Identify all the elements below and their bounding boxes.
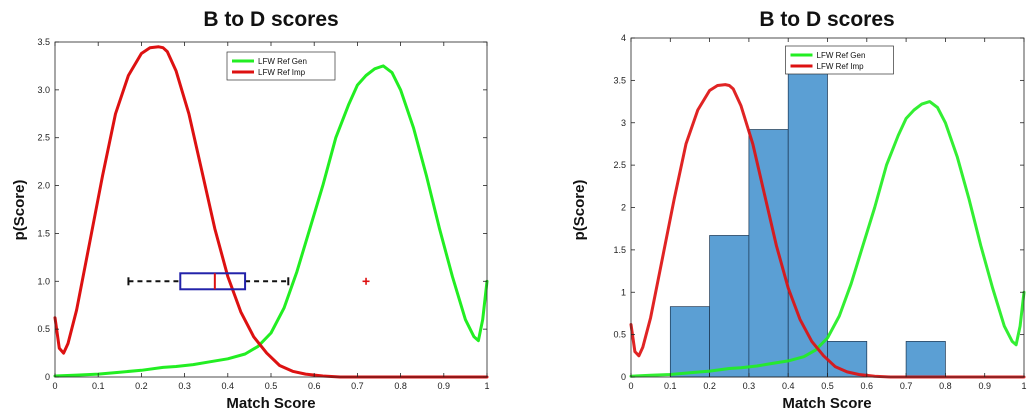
x-tick-label: 0.1 [92, 381, 105, 391]
x-tick-label: 0.5 [265, 381, 278, 391]
chart-right: B to D scores Match Score p(Score) 0 0.1 0… [571, 8, 1027, 411]
x-tick-label: 0.2 [703, 381, 716, 391]
x-tick-label: 0.4 [782, 381, 795, 391]
y-axis-label: p(Score) [571, 180, 588, 241]
legend-box [226, 51, 336, 81]
legend-box [785, 45, 894, 75]
x-tick-label: 0.6 [308, 381, 321, 391]
x-tick-label: 0.2 [135, 381, 148, 391]
y-tick-label: 3.5 [37, 37, 50, 47]
boxplot-box [179, 272, 247, 291]
y-tick-label: 2.5 [37, 133, 50, 143]
boxplot-outlier [362, 277, 370, 285]
histogram-bar [905, 341, 946, 378]
x-tick-label: 0 [628, 381, 633, 391]
x-tick-label: 0.9 [978, 381, 991, 391]
x-axis-label: Match Score [782, 395, 871, 411]
y-tick-label: 3.0 [37, 85, 50, 95]
chart-left: B to D scores Match Score p(Score) 0 0.1 0… [11, 8, 490, 411]
x-tick-label: 0.7 [351, 381, 364, 391]
y-tick-label: 0.5 [37, 324, 50, 334]
y-tick-label: 0.5 [613, 330, 626, 340]
y-tick-label: 0 [621, 372, 626, 382]
legend: LFW Ref Gen LFW Ref Imp [785, 45, 894, 75]
histogram-bar [669, 306, 710, 378]
chart-title: B to D scores [203, 8, 338, 31]
y-axis-label: p(Score) [11, 180, 28, 241]
y-tick-label: 1.5 [37, 228, 50, 238]
y-tick-label: 0 [45, 372, 50, 382]
histogram-bar [787, 71, 828, 378]
y-tick-label: 1.5 [613, 245, 626, 255]
y-tick-label: 4 [621, 33, 626, 43]
x-tick-label: 0.7 [900, 381, 913, 391]
y-tick-label: 2.5 [613, 160, 626, 170]
x-tick-label: 0.9 [438, 381, 451, 391]
histogram-bar [748, 129, 789, 378]
series-line [629, 83, 1026, 379]
series-line [53, 45, 489, 379]
y-tick-label: 3 [621, 118, 626, 128]
y-tick-label: 2.0 [37, 181, 50, 191]
plot-area [55, 42, 487, 377]
histogram-bar [709, 235, 750, 378]
y-tick-label: 2 [621, 203, 626, 213]
legend: LFW Ref Gen LFW Ref Imp [226, 51, 336, 81]
x-tick-label: 0.3 [743, 381, 756, 391]
x-tick-label: 0.8 [394, 381, 407, 391]
x-axis-label: Match Score [226, 395, 315, 411]
series-line [53, 64, 489, 378]
chart-title: B to D scores [759, 8, 894, 31]
legend-label: LFW Ref Imp [258, 68, 306, 77]
x-tick-label: 1 [484, 381, 489, 391]
y-tick-label: 1 [621, 287, 626, 297]
series-line [629, 100, 1026, 378]
x-tick-label: 0.4 [222, 381, 235, 391]
x-tick-label: 0.6 [861, 381, 874, 391]
legend-label: LFW Ref Gen [817, 51, 866, 60]
legend-label: LFW Ref Gen [258, 57, 307, 66]
legend-label: LFW Ref Imp [817, 62, 865, 71]
x-tick-label: 0.5 [821, 381, 834, 391]
x-tick-label: 1 [1021, 381, 1026, 391]
y-tick-label: 3.5 [613, 75, 626, 85]
x-tick-label: 0.1 [664, 381, 677, 391]
x-tick-label: 0.3 [178, 381, 191, 391]
y-tick-label: 1.0 [37, 276, 50, 286]
x-tick-label: 0.8 [939, 381, 952, 391]
x-tick-label: 0 [52, 381, 57, 391]
